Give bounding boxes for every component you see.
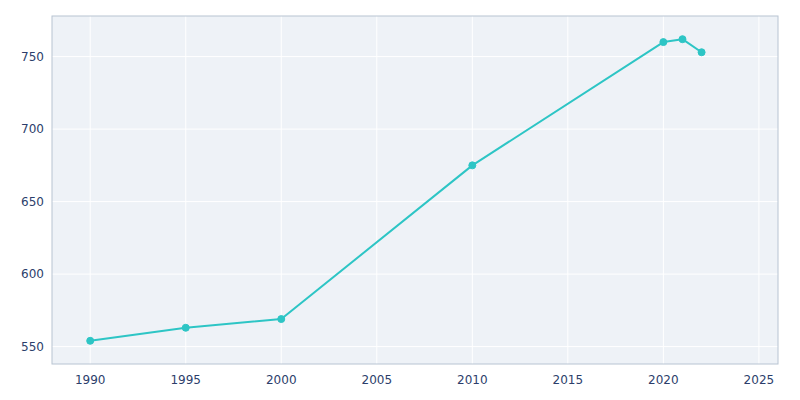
- x-grid-line: [663, 16, 664, 364]
- x-tick-label: 1995: [170, 373, 201, 387]
- x-tick-label: 1990: [75, 373, 106, 387]
- x-tick-label: 2005: [362, 373, 393, 387]
- y-tick-label: 700: [21, 122, 44, 136]
- x-tick-label: 2020: [648, 373, 679, 387]
- point: [278, 316, 285, 323]
- x-tick-label: 2000: [266, 373, 297, 387]
- point: [660, 39, 667, 46]
- x-grid-line: [758, 16, 759, 364]
- y-grid-line: [52, 346, 778, 347]
- point: [87, 337, 94, 344]
- line: [90, 39, 701, 341]
- x-tick-label: 2010: [457, 373, 488, 387]
- x-grid-line: [185, 16, 186, 364]
- plot-background: [52, 16, 778, 364]
- y-grid-line: [52, 56, 778, 57]
- y-tick-label: 550: [21, 340, 44, 354]
- y-tick-label: 750: [21, 50, 44, 64]
- x-grid-line: [90, 16, 91, 364]
- plot-frame: [52, 16, 778, 364]
- y-grid-line: [52, 274, 778, 275]
- x-grid-line: [567, 16, 568, 364]
- chart-container: 1990 1995 2000 2005 2010 2015 2020 2025 550 600 65…: [0, 0, 800, 400]
- chart-svg: 1990 1995 2000 2005 2010 2015 2020 2025 550 600 65…: [0, 0, 800, 400]
- x-grid-line: [472, 16, 473, 364]
- y-tick-label: 650: [21, 195, 44, 209]
- data-layer: [87, 36, 705, 345]
- y-grid-line: [52, 201, 778, 202]
- y-grid-line: [52, 129, 778, 130]
- x-tick-label: 2025: [744, 373, 775, 387]
- point: [698, 49, 705, 56]
- grid: [52, 16, 778, 364]
- x-tick-label: 2015: [553, 373, 584, 387]
- tick-labels: 1990 1995 2000 2005 2010 2015 2020 2025 550 600 65…: [21, 50, 774, 387]
- x-grid-line: [376, 16, 377, 364]
- point: [679, 36, 686, 43]
- point: [469, 162, 476, 169]
- y-tick-label: 600: [21, 267, 44, 281]
- point: [182, 324, 189, 331]
- x-grid-line: [281, 16, 282, 364]
